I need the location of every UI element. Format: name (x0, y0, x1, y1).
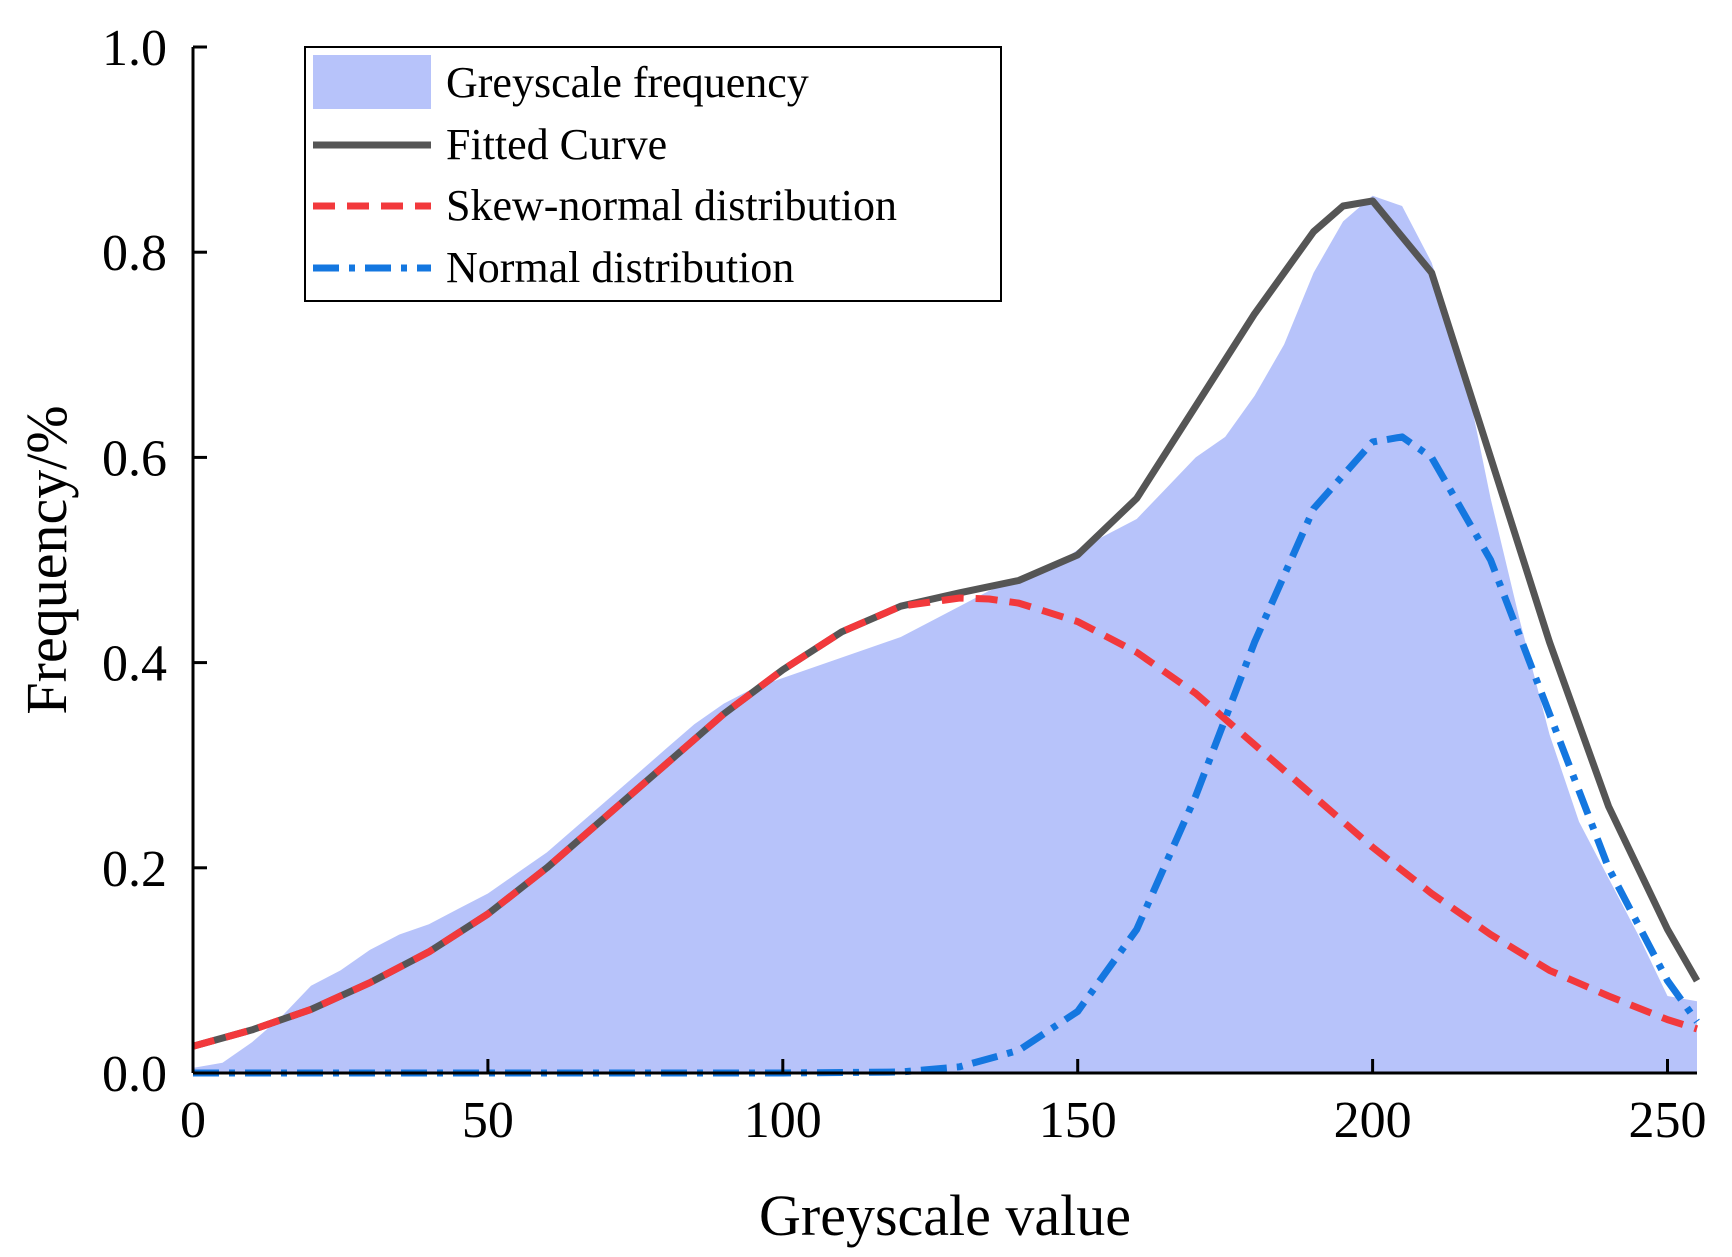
y-axis-title: Frequency/% (14, 405, 79, 714)
x-tick-label: 250 (1629, 1092, 1707, 1149)
ticks: 0 50 100 150 200 250 0.0 0.2 0.4 0.6 0.8 1.0 (102, 20, 1707, 1149)
series-greyscale-frequency (193, 195, 1697, 1074)
legend-label-skew-normal: Skew-normal distribution (446, 181, 897, 230)
legend: Greyscale frequency Fitted Curve Skew-no… (304, 46, 1002, 302)
legend-label-fitted-curve: Fitted Curve (446, 120, 667, 169)
y-tick-label: 0.6 (102, 430, 167, 487)
axes (191, 47, 1697, 1075)
y-tick-label: 0.2 (102, 841, 167, 898)
x-tick-label: 150 (1039, 1092, 1117, 1149)
y-tick-label: 0.8 (102, 225, 167, 282)
legend-label-normal: Normal distribution (446, 243, 794, 292)
series-normal-distribution (193, 433, 1700, 1077)
x-tick-label: 100 (744, 1092, 822, 1149)
y-tick-label: 0.4 (102, 636, 167, 693)
y-tick-label: 1.0 (102, 20, 167, 77)
legend-swatch-greyscale-frequency (313, 55, 431, 109)
legend-label-greyscale-frequency: Greyscale frequency (446, 58, 809, 107)
y-tick-label: 0.0 (102, 1046, 167, 1103)
x-axis-title: Greyscale value (759, 1183, 1131, 1248)
series-layer (192, 195, 1701, 1077)
x-tick-label: 0 (180, 1092, 206, 1149)
series-skew-normal-distribution (192, 594, 1699, 1050)
x-tick-label: 200 (1334, 1092, 1412, 1149)
x-tick-label: 50 (462, 1092, 514, 1149)
